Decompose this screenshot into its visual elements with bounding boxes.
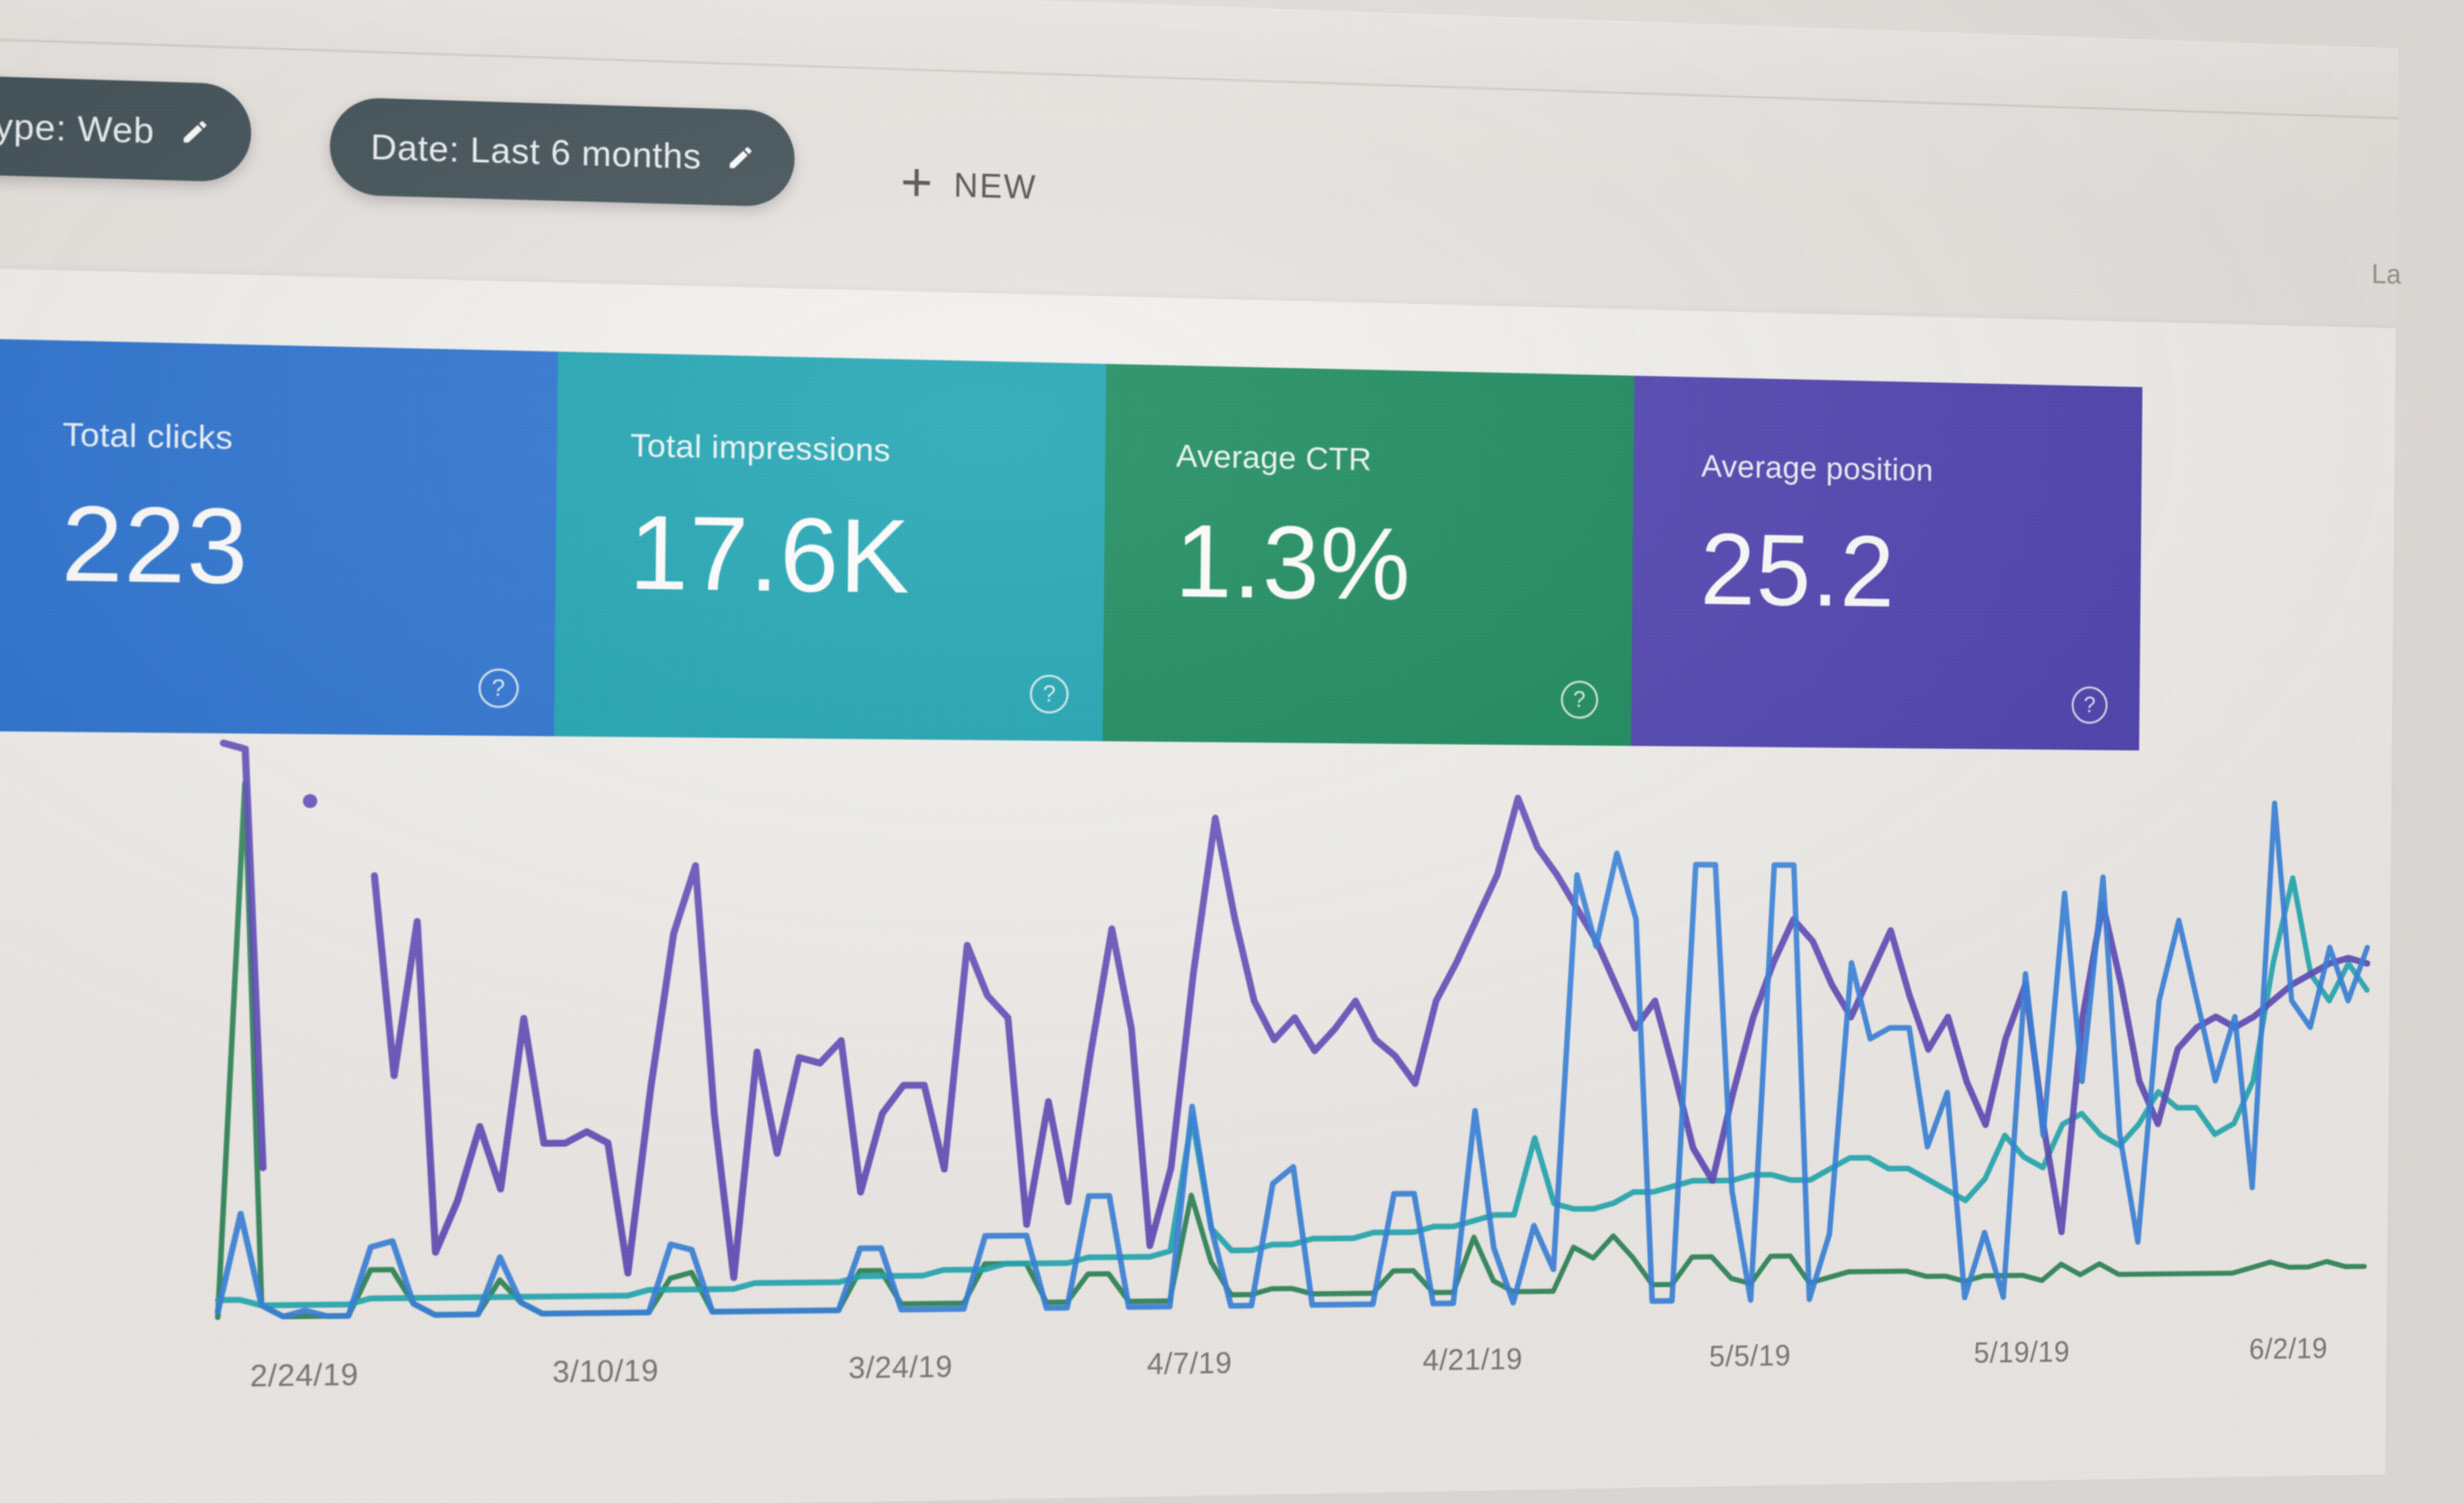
metric-label: Total impressions — [630, 427, 891, 469]
metric-label: Average CTR — [1176, 438, 1372, 478]
x-axis-label: 2/24/19 — [250, 1357, 359, 1394]
metric-cards-row: Total clicks 223 ? Total impressions 17.… — [0, 338, 2143, 750]
performance-panel: Total clicks 223 ? Total impressions 17.… — [0, 267, 2396, 1503]
metric-value: 1.3% — [1174, 503, 1412, 622]
help-icon[interactable]: ? — [2071, 686, 2108, 724]
pencil-icon[interactable] — [180, 117, 210, 147]
help-icon[interactable]: ? — [478, 668, 519, 708]
window-top-strip — [0, 0, 2399, 117]
help-icon[interactable]: ? — [1030, 674, 1069, 714]
pencil-icon[interactable] — [726, 143, 755, 172]
metric-label: Total clicks — [62, 416, 233, 457]
filter-chip-label: type: Web — [0, 105, 155, 151]
performance-chart[interactable]: 2/24/19 3/10/19 3/24/19 4/7/19 4/21/19 5… — [0, 703, 2392, 1503]
x-axis-label: 5/19/19 — [1974, 1335, 2070, 1370]
metric-card-average-position[interactable]: Average position 25.2 ? — [1630, 375, 2143, 750]
metric-card-average-ctr[interactable]: Average CTR 1.3% ? — [1102, 364, 1635, 746]
plus-icon: + — [900, 151, 933, 213]
help-icon[interactable]: ? — [1560, 680, 1598, 719]
partial-text-last-updated: La — [2371, 258, 2401, 290]
x-axis-label: 4/7/19 — [1146, 1346, 1233, 1381]
new-filter-label: NEW — [953, 166, 1038, 207]
filter-chip-label: Date: Last 6 months — [370, 127, 702, 177]
performance-chart-lines — [0, 703, 2392, 1503]
filter-chip-date-range[interactable]: Date: Last 6 months — [329, 97, 795, 208]
x-axis-label: 6/2/19 — [2249, 1332, 2328, 1366]
metric-value: 17.6K — [628, 493, 911, 615]
x-axis-label: 3/10/19 — [552, 1353, 659, 1389]
screen: type: Web Date: Last 6 months + NEW La T… — [0, 0, 2401, 1503]
filter-chip-search-type[interactable]: type: Web — [0, 74, 252, 183]
metric-card-total-clicks[interactable]: Total clicks 223 ? — [0, 338, 558, 737]
x-axis-label: 5/5/19 — [1709, 1339, 1791, 1373]
search-console-performance-page: type: Web Date: Last 6 months + NEW La T… — [0, 0, 2401, 1503]
x-axis-label: 3/24/19 — [848, 1350, 953, 1385]
metric-value: 25.2 — [1700, 512, 1896, 628]
x-axis-label: 4/21/19 — [1422, 1342, 1523, 1377]
metric-value: 223 — [60, 483, 250, 606]
new-filter-button[interactable]: + NEW — [900, 151, 1038, 213]
metric-label: Average position — [1701, 448, 1934, 488]
metric-card-total-impressions[interactable]: Total impressions 17.6K ? — [553, 352, 1106, 742]
